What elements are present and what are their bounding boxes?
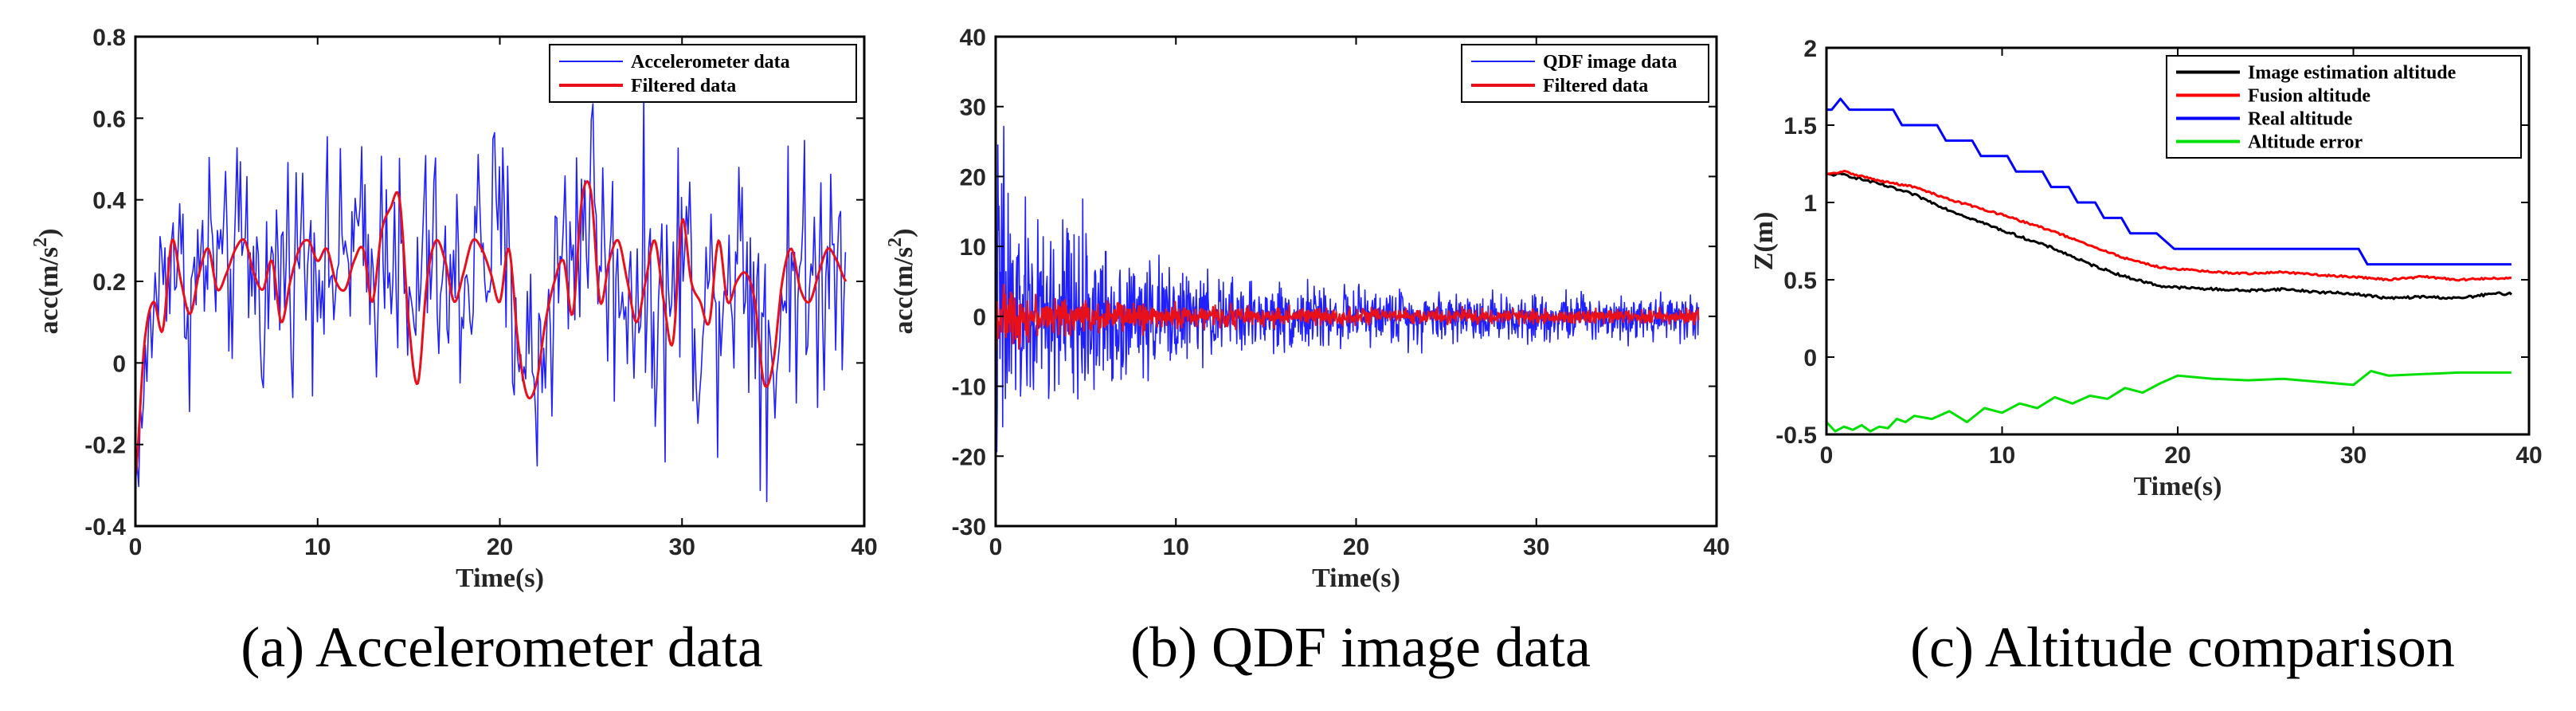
legend-label-qdf-image-0: QDF image data [1543,52,1677,73]
xtick-label-altitude-4: 40 [2515,442,2542,469]
xtick-label-altitude-0: 0 [1820,442,1834,469]
ytick-label-altitude-0: -0.5 [1775,422,1817,449]
y-axis-label-close-qdf-image: ) [889,229,918,238]
ytick-label-accelerometer-3: 0.2 [92,269,126,296]
ytick-label-qdf-image-2: -10 [952,375,986,401]
xtick-label-qdf-image-2: 20 [1343,534,1369,560]
ytick-label-qdf-image-5: 20 [960,164,986,191]
y-axis-label-text-qdf-image: acc(m/s [889,247,918,335]
ytick-label-altitude-4: 1.5 [1783,113,1817,139]
y-axis-label-accelerometer: acc(m/s2) [30,229,64,335]
xtick-label-qdf-image-3: 30 [1523,534,1549,560]
series-line-qdf-image-0 [996,125,1700,453]
ytick-label-accelerometer-0: -0.4 [84,514,126,540]
xtick-label-accelerometer-4: 40 [851,534,877,560]
plot-area-qdf-image [996,37,1717,526]
caption-accelerometer: (a) Accelerometer data [241,615,763,679]
xtick-label-accelerometer-0: 0 [129,534,143,560]
legend-label-accelerometer-0: Accelerometer data [631,52,790,73]
legend-label-altitude-0: Image estimation altitude [2248,63,2457,84]
panel-accelerometer: 0 10 20 30 40 -0.4 -0.2 0 0.2 0.4 0.6 0.8 Time(s) acc… [30,25,878,593]
ytick-label-accelerometer-2: 0 [112,351,126,377]
xtick-label-accelerometer-3: 30 [669,534,695,560]
y-axis-label-qdf-image: acc(m/s2) [885,229,918,335]
series-line-qdf-image-1 [996,284,1700,352]
xtick-label-altitude-2: 20 [2164,442,2190,469]
ytick-label-qdf-image-6: 30 [960,95,986,121]
xtick-label-qdf-image-4: 40 [1703,534,1729,560]
ytick-label-accelerometer-5: 0.6 [92,106,126,132]
x-axis-label-qdf-image: Time(s) [1312,564,1400,593]
ytick-label-accelerometer-6: 0.8 [92,25,126,51]
ytick-label-qdf-image-1: -20 [952,444,986,470]
x-axis-label-altitude: Time(s) [2134,472,2222,501]
xtick-label-altitude-1: 10 [1989,442,2015,469]
y-axis-label-sup-qdf-image: 2 [885,238,906,247]
legend-box-qdf-image [1461,44,1709,103]
legend-label-qdf-image-1: Filtered data [1543,76,1648,96]
y-axis-label-close-accelerometer: ) [34,229,64,238]
y-axis-label-altitude: Z(m) [1749,212,1779,271]
series-line-altitude-1 [1826,170,2512,282]
series-line-altitude-0 [1826,172,2513,301]
ytick-label-qdf-image-4: 10 [960,234,986,261]
ytick-label-accelerometer-1: -0.2 [84,433,126,459]
ytick-label-altitude-3: 1 [1803,191,1817,217]
legend-label-altitude-1: Fusion altitude [2248,86,2370,107]
ytick-label-accelerometer-4: 0.4 [92,188,126,214]
legend-label-altitude-3: Altitude error [2248,132,2363,153]
panel-qdf-image: 0 10 20 30 40 -30 -20 -10 0 10 20 30 40 Time(s) acc(m/… [885,25,1730,593]
xtick-label-accelerometer-1: 10 [304,534,331,560]
caption-altitude: (c) Altitude comparison [1910,615,2455,679]
y-axis-label-sup-accelerometer: 2 [30,238,51,247]
series-line-altitude-3 [1826,370,2511,433]
legend-box-accelerometer [549,44,857,103]
xtick-label-qdf-image-0: 0 [989,534,1003,560]
series-line-altitude-2 [1826,97,2511,266]
xtick-label-altitude-3: 30 [2340,442,2367,469]
y-axis-label-text-accelerometer: acc(m/s [34,247,64,335]
series-line-accelerometer-1 [135,180,848,477]
ytick-label-qdf-image-3: 0 [973,304,986,331]
plot-area-accelerometer [135,37,864,526]
xtick-label-accelerometer-2: 20 [487,534,513,560]
xtick-label-qdf-image-1: 10 [1163,534,1189,560]
y-axis-label-text-altitude: Z(m) [1749,212,1779,271]
ytick-label-qdf-image-7: 40 [960,25,986,51]
ytick-label-qdf-image-0: -30 [952,514,986,540]
ytick-label-altitude-1: 0 [1803,345,1817,371]
legend-label-accelerometer-1: Filtered data [631,76,736,96]
legend-label-altitude-2: Real altitude [2248,109,2353,130]
ytick-label-altitude-2: 0.5 [1783,268,1817,294]
ytick-label-altitude-5: 2 [1803,36,1817,62]
x-axis-label-accelerometer: Time(s) [456,564,544,593]
caption-qdf-image: (b) QDF image data [1130,615,1591,679]
